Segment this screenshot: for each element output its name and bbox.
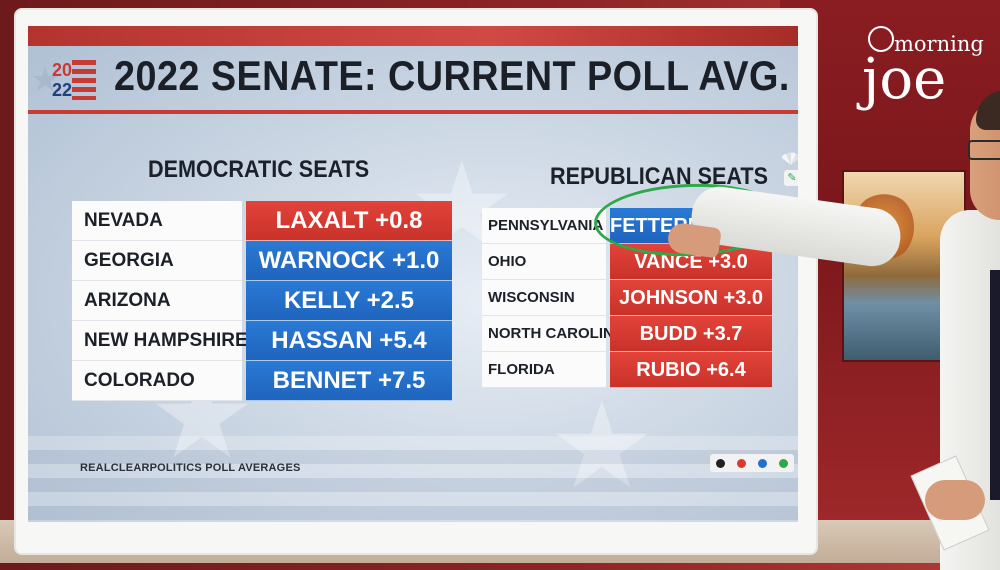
table-row[interactable]: FLORIDA RUBIO +6.4 [482, 352, 798, 388]
table-row[interactable]: OHIO VANCE +3.0 [482, 244, 798, 280]
state-name: COLORADO [72, 361, 242, 401]
state-name: NEVADA [72, 201, 242, 241]
top-banner [28, 26, 798, 46]
color-blue-button[interactable] [758, 458, 767, 468]
background-star-icon: ★ [548, 386, 656, 506]
state-name: OHIO [482, 244, 606, 280]
democratic-seats-table: NEVADA LAXALT +0.8 GEORGIA WARNOCK +1.0 … [72, 201, 456, 401]
table-row[interactable]: COLORADO BENNET +7.5 [72, 361, 456, 401]
poll-value[interactable]: RUBIO +6.4 [610, 352, 772, 388]
state-name: NORTH CAROLINA [482, 316, 625, 352]
morning-joe-logo: morning joe [862, 20, 984, 120]
color-red-button[interactable] [737, 458, 746, 468]
table-row[interactable]: WISCONSIN JOHNSON +3.0 [482, 280, 798, 316]
poll-value[interactable]: LAXALT +0.8 [246, 201, 452, 241]
poll-value[interactable]: VANCE +3.0 [610, 244, 772, 280]
nbc-peacock-icon [782, 152, 798, 165]
header: ★ 20 22 2022 SENATE: CURRENT POLL AVG. [28, 46, 798, 110]
color-black-button[interactable] [716, 458, 725, 468]
source-note: REALCLEARPOLITICS POLL AVERAGES [80, 462, 301, 474]
table-row[interactable]: NORTH CAROLINA BUDD +3.7 [482, 316, 798, 352]
poll-value[interactable]: BUDD +3.7 [610, 316, 772, 352]
header-divider [28, 110, 798, 114]
poll-value[interactable]: HASSAN +5.4 [246, 321, 452, 361]
republican-seats-heading: REPUBLICAN SEATS [550, 163, 769, 190]
logo-line1: morning [894, 32, 984, 56]
table-row[interactable]: ARIZONA KELLY +2.5 [72, 281, 456, 321]
table-row[interactable]: NEW HAMPSHIRE HASSAN +5.4 [72, 321, 456, 361]
state-name: FLORIDA [482, 352, 606, 388]
table-row[interactable]: NEVADA LAXALT +0.8 [72, 201, 456, 241]
logo-line2: joe [862, 47, 947, 112]
state-name: NEW HAMPSHIRE [72, 321, 248, 361]
democratic-seats-heading: DEMOCRATIC SEATS [148, 156, 370, 183]
glasses-icon [968, 140, 1000, 160]
background-stripes [28, 436, 798, 522]
emblem-year-bottom: 22 [52, 80, 73, 100]
flag-stripes-icon [72, 60, 96, 100]
state-name: GEORGIA [72, 241, 242, 281]
poll-value[interactable]: BENNET +7.5 [246, 361, 452, 401]
2022-emblem: ★ 20 22 [28, 52, 96, 104]
pen-tool-button[interactable]: ✎ [784, 170, 798, 186]
page-title: 2022 SENATE: CURRENT POLL AVG. [114, 52, 790, 99]
color-green-button[interactable] [779, 458, 788, 468]
state-name: WISCONSIN [482, 280, 606, 316]
annotation-toolbar[interactable] [710, 454, 794, 472]
table-row[interactable]: GEORGIA WARNOCK +1.0 [72, 241, 456, 281]
logo-ring-icon [868, 26, 894, 52]
poll-value[interactable]: KELLY +2.5 [246, 281, 452, 321]
touchscreen-display[interactable]: ★ ★ ★ ★ 20 22 2022 SENATE: CURRENT POLL … [28, 26, 798, 522]
emblem-year-top: 20 [52, 60, 73, 80]
presenter-tie [990, 270, 1000, 500]
presenter-hair [976, 90, 1000, 130]
presenter-hand [925, 480, 985, 520]
state-name: PENNSYLVANIA [482, 208, 606, 244]
poll-value[interactable]: WARNOCK +1.0 [246, 241, 452, 281]
star-icon: ★ [30, 61, 61, 99]
poll-value[interactable]: JOHNSON +3.0 [610, 280, 772, 316]
state-name: ARIZONA [72, 281, 242, 321]
